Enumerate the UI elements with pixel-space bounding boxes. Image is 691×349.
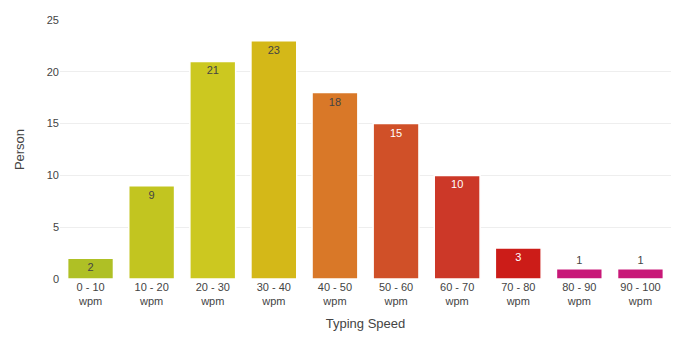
svg-text:50 - 60wpm: 50 - 60wpm xyxy=(379,281,413,307)
svg-text:Person: Person xyxy=(12,129,27,170)
svg-text:0 - 10wpm: 0 - 10wpm xyxy=(76,281,104,307)
svg-text:0: 0 xyxy=(53,273,59,285)
svg-text:1: 1 xyxy=(637,254,643,266)
svg-text:21: 21 xyxy=(207,64,219,76)
svg-text:10: 10 xyxy=(47,169,59,181)
svg-text:25: 25 xyxy=(47,14,59,26)
svg-text:2: 2 xyxy=(87,261,93,273)
svg-text:80 - 90wpm: 80 - 90wpm xyxy=(562,281,596,307)
svg-text:70 - 80wpm: 70 - 80wpm xyxy=(501,281,535,307)
svg-text:Typing Speed: Typing Speed xyxy=(326,316,406,331)
svg-text:20: 20 xyxy=(47,66,59,78)
svg-text:18: 18 xyxy=(329,96,341,108)
svg-text:9: 9 xyxy=(149,189,155,201)
svg-text:90 - 100wpm: 90 - 100wpm xyxy=(620,281,660,307)
svg-text:30 - 40wpm: 30 - 40wpm xyxy=(257,281,291,307)
svg-text:15: 15 xyxy=(47,117,59,129)
svg-text:15: 15 xyxy=(390,127,402,139)
svg-text:10 - 20wpm: 10 - 20wpm xyxy=(135,281,169,307)
svg-text:1: 1 xyxy=(576,254,582,266)
svg-text:40 - 50wpm: 40 - 50wpm xyxy=(318,281,352,307)
svg-text:20 - 30wpm: 20 - 30wpm xyxy=(196,281,230,307)
svg-text:10: 10 xyxy=(451,178,463,190)
svg-text:5: 5 xyxy=(53,221,59,233)
svg-text:23: 23 xyxy=(268,44,280,56)
svg-text:3: 3 xyxy=(515,251,521,263)
svg-text:60 - 70wpm: 60 - 70wpm xyxy=(440,281,474,307)
